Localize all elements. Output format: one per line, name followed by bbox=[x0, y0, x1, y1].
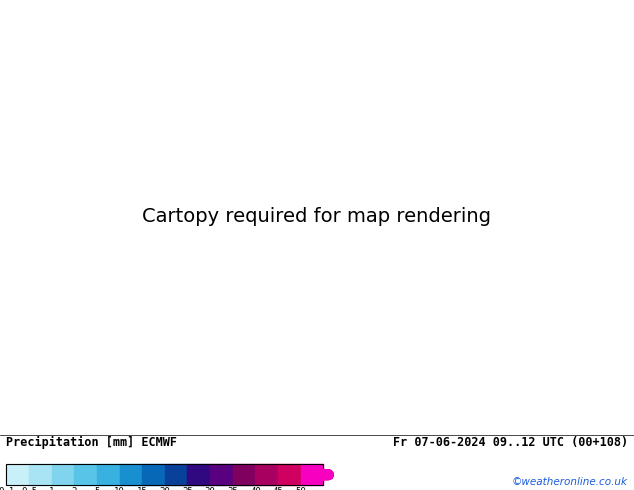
Bar bbox=[120, 464, 142, 486]
Text: 40: 40 bbox=[250, 487, 261, 490]
Bar bbox=[256, 464, 278, 486]
Bar bbox=[6, 464, 29, 486]
Text: Cartopy required for map rendering: Cartopy required for map rendering bbox=[143, 207, 491, 226]
Text: ©weatheronline.co.uk: ©weatheronline.co.uk bbox=[512, 477, 628, 487]
Bar bbox=[301, 464, 323, 486]
Bar bbox=[51, 464, 74, 486]
Text: Fr 07-06-2024 09..12 UTC (00+108): Fr 07-06-2024 09..12 UTC (00+108) bbox=[392, 436, 628, 449]
Bar bbox=[210, 464, 233, 486]
Bar bbox=[278, 464, 301, 486]
Text: 10: 10 bbox=[114, 487, 125, 490]
Text: 25: 25 bbox=[182, 487, 193, 490]
Bar bbox=[188, 464, 210, 486]
Text: 0.5: 0.5 bbox=[21, 487, 37, 490]
Text: 5: 5 bbox=[94, 487, 100, 490]
Bar bbox=[6, 464, 323, 486]
Bar bbox=[29, 464, 51, 486]
Bar bbox=[165, 464, 188, 486]
Text: 15: 15 bbox=[137, 487, 148, 490]
Bar bbox=[233, 464, 256, 486]
Text: Precipitation [mm] ECMWF: Precipitation [mm] ECMWF bbox=[6, 436, 178, 449]
Text: 0.1: 0.1 bbox=[0, 487, 15, 490]
Bar bbox=[74, 464, 97, 486]
Text: 50: 50 bbox=[295, 487, 306, 490]
Text: 2: 2 bbox=[72, 487, 77, 490]
Text: 45: 45 bbox=[273, 487, 283, 490]
Text: 20: 20 bbox=[160, 487, 170, 490]
Text: 30: 30 bbox=[205, 487, 216, 490]
Bar bbox=[97, 464, 120, 486]
Bar bbox=[142, 464, 165, 486]
Text: 35: 35 bbox=[228, 487, 238, 490]
Text: 1: 1 bbox=[49, 487, 55, 490]
